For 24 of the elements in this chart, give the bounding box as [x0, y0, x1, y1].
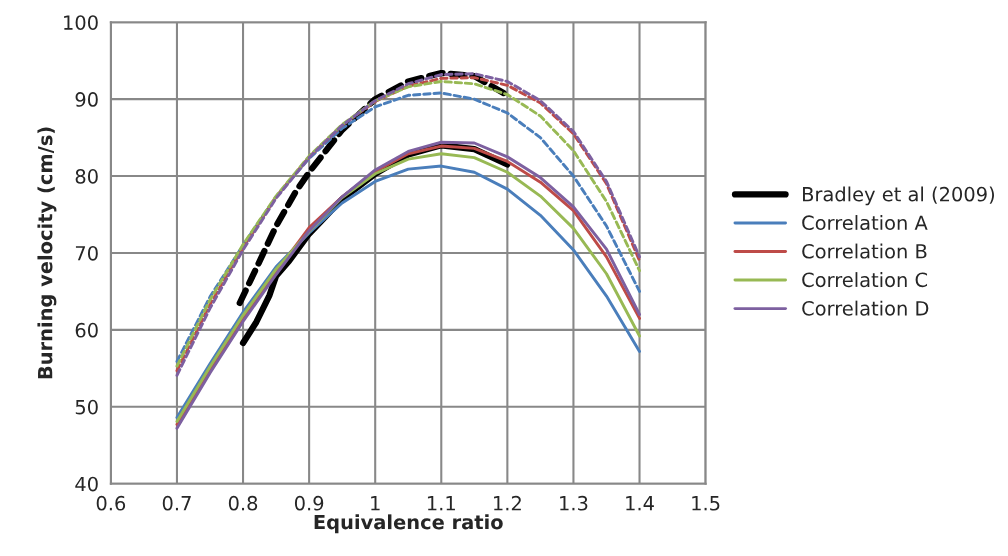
legend-label: Correlation A [802, 215, 928, 231]
x-tick-label: 0.7 [162, 495, 191, 511]
x-tick-label: 1.2 [494, 495, 521, 511]
y-tick-label: 40 [75, 476, 98, 492]
y-tick-label: 60 [75, 322, 98, 338]
x-tick-label: 1.5 [692, 496, 720, 511]
y-tick-label: 50 [75, 399, 98, 415]
legend-label: Bradley et al (2009) [803, 186, 994, 206]
y-tick-label: 100 [64, 15, 98, 30]
x-tick-label: 0.8 [228, 495, 258, 511]
x-tick-label: 0.6 [96, 495, 126, 511]
x-tick-label: 1.3 [560, 495, 588, 511]
y-tick-label: 80 [75, 169, 98, 184]
x-tick-label: 1.4 [626, 496, 654, 511]
x-tick-label: 0.9 [294, 495, 324, 511]
y-tick-label: 70 [75, 245, 98, 261]
legend-label: Correlation C [802, 272, 928, 288]
legend-label: Correlation D [802, 300, 929, 316]
x-axis-title: Equivalence ratio [314, 514, 503, 534]
y-tick-label: 90 [75, 92, 98, 107]
y-axis-title: Burning velocity (cm/s) [37, 127, 57, 379]
legend-label: Correlation B [802, 243, 927, 259]
x-tick-label: 1.1 [427, 496, 455, 511]
x-tick-label: 1 [371, 496, 380, 511]
